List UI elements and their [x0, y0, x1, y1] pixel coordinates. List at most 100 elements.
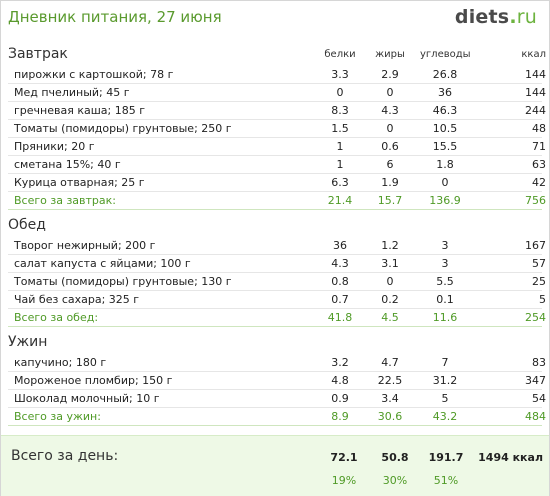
protein-cell: 4.8	[331, 374, 349, 387]
kcal-cell: 144	[525, 68, 546, 81]
logo-tld: ru	[516, 6, 537, 28]
protein-cell: 0	[336, 86, 344, 99]
section-title: Обед	[8, 217, 46, 233]
table-row: сметана 15%; 40 г 1 6 1.8 63	[8, 156, 546, 174]
kcal-cell: 83	[532, 356, 546, 369]
carbs-cell: 0.1	[436, 293, 454, 306]
section-title: Ужин	[8, 334, 48, 350]
fat-cell: 2.9	[381, 68, 399, 81]
carbs-cell: 15.5	[432, 140, 458, 153]
carbs-cell: 31.2	[432, 374, 458, 387]
carbs-cell: 1.8	[436, 158, 454, 171]
section-title: Завтрак	[8, 46, 68, 62]
carbs-cell: 5.5	[436, 275, 454, 288]
fat-cell: 4.3	[381, 104, 399, 117]
section-total-row: Всего за обед: 41.8 4.5 11.6 254	[8, 309, 546, 327]
meals-table: Завтрак белки жиры углеводы ккал пирожки с ка…	[8, 45, 546, 426]
table-row: Мед пчелиный; 45 г 0 0 36 144	[8, 84, 546, 102]
column-header-protein: белки	[324, 49, 356, 60]
kcal-cell: 57	[532, 257, 546, 270]
table-row: Мороженое пломбир; 150 г 4.8 22.5 31.2 347	[8, 372, 546, 390]
fat-cell: 0	[386, 275, 394, 288]
protein-cell: 36	[333, 239, 347, 252]
kcal-cell: 144	[525, 86, 546, 99]
day-fat: 50.8	[381, 451, 409, 464]
food-name: пирожки с картошкой; 78 г	[14, 68, 174, 81]
fat-cell: 22.5	[377, 374, 403, 387]
table-row: Томаты (помидоры) грунтовые; 250 г 1.5 0 10…	[8, 120, 546, 138]
total-fat: 4.5	[381, 311, 399, 324]
food-name: Шоколад молочный; 10 г	[14, 392, 160, 405]
kcal-cell: 25	[532, 275, 546, 288]
kcal-cell: 167	[525, 239, 546, 252]
fat-cell: 0	[386, 86, 394, 99]
section-total-label: Всего за ужин:	[14, 410, 101, 423]
fat-cell: 4.7	[381, 356, 399, 369]
protein-cell: 0.8	[331, 275, 349, 288]
section-total-label: Всего за обед:	[14, 311, 99, 324]
table-row: капучино; 180 г 3.2 4.7 7 83	[8, 354, 546, 372]
day-kcal: 1494 ккал	[478, 451, 543, 464]
protein-cell: 4.3	[331, 257, 349, 270]
total-kcal: 756	[525, 194, 546, 207]
logo-main: diets	[454, 6, 510, 28]
total-kcal: 484	[525, 410, 546, 423]
section-header: Завтрак белки жиры углеводы ккал	[8, 45, 546, 66]
kcal-cell: 54	[532, 392, 546, 405]
kcal-cell: 244	[525, 104, 546, 117]
section-total-label: Всего за завтрак:	[14, 194, 117, 207]
carbs-cell: 3	[441, 257, 449, 270]
total-protein: 8.9	[331, 410, 349, 423]
fat-cell: 6	[386, 158, 394, 171]
protein-cell: 3.3	[331, 68, 349, 81]
total-protein: 21.4	[327, 194, 353, 207]
section-header: Ужин	[8, 333, 542, 354]
food-name: Мороженое пломбир; 150 г	[14, 374, 173, 387]
total-kcal: 254	[525, 311, 546, 324]
protein-cell: 6.3	[331, 176, 349, 189]
table-row: салат капуста с яйцами; 100 г 4.3 3.1 3 57	[8, 255, 546, 273]
carbs-cell: 7	[441, 356, 449, 369]
table-row: Шоколад молочный; 10 г 0.9 3.4 5 54	[8, 390, 546, 408]
day-total-label: Всего за день:	[11, 448, 119, 464]
total-carbs: 11.6	[432, 311, 458, 324]
day-total: Всего за день: 72.1 50.8 191.7 1494 ккал…	[1, 435, 549, 496]
fat-cell: 3.4	[381, 392, 399, 405]
table-row: Пряники; 20 г 1 0.6 15.5 71	[8, 138, 546, 156]
total-fat: 15.7	[377, 194, 403, 207]
kcal-cell: 5	[539, 293, 546, 306]
protein-cell: 1	[336, 158, 344, 171]
day-carbs: 191.7	[428, 451, 464, 464]
food-name: гречневая каша; 185 г	[14, 104, 145, 117]
food-name: Томаты (помидоры) грунтовые; 250 г	[14, 122, 232, 135]
protein-cell: 0.9	[331, 392, 349, 405]
kcal-cell: 71	[532, 140, 546, 153]
kcal-cell: 42	[532, 176, 546, 189]
column-header-fat: жиры	[375, 49, 405, 60]
carbs-cell: 36	[438, 86, 452, 99]
food-name: капучино; 180 г	[14, 356, 107, 369]
table-row: гречневая каша; 185 г 8.3 4.3 46.3 244	[8, 102, 546, 120]
section-header: Обед	[8, 216, 542, 237]
carbs-cell: 46.3	[432, 104, 458, 117]
table-row: Курица отварная; 25 г 6.3 1.9 0 42	[8, 174, 546, 192]
protein-cell: 1.5	[331, 122, 349, 135]
table-row: пирожки с картошкой; 78 г 3.3 2.9 26.8 144	[8, 66, 546, 84]
protein-cell: 3.2	[331, 356, 349, 369]
table-row: Чай без сахара; 325 г 0.7 0.2 0.1 5	[8, 291, 546, 309]
fat-cell: 3.1	[381, 257, 399, 270]
protein-cell: 1	[336, 140, 344, 153]
day-carbs-pct: 51%	[433, 474, 459, 487]
fat-cell: 0.2	[381, 293, 399, 306]
site-logo[interactable]: diets.ru	[455, 6, 537, 28]
table-row: Томаты (помидоры) грунтовые; 130 г 0.8 0 5.…	[8, 273, 546, 291]
food-name: Творог нежирный; 200 г	[14, 239, 156, 252]
page-title: Дневник питания, 27 июня	[8, 8, 222, 26]
food-name: салат капуста с яйцами; 100 г	[14, 257, 191, 270]
food-name: Мед пчелиный; 45 г	[14, 86, 130, 99]
column-header-carbs: углеводы	[420, 49, 471, 60]
day-fat-pct: 30%	[382, 474, 408, 487]
food-name: Курица отварная; 25 г	[14, 176, 145, 189]
kcal-cell: 48	[532, 122, 546, 135]
header: Дневник питания, 27 июня diets.ru	[1, 1, 549, 35]
